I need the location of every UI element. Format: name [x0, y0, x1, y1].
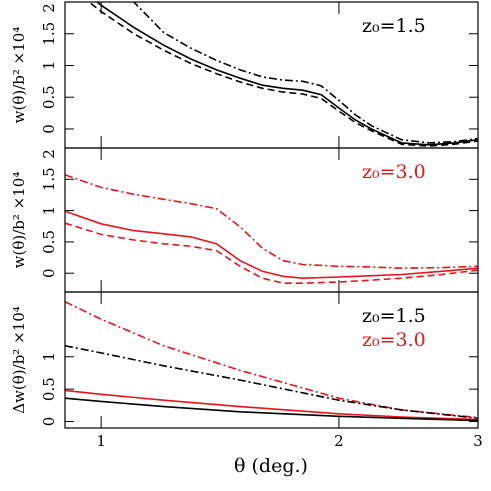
plot-area: [87, 2, 478, 147]
x-tick-label: 1: [96, 432, 106, 450]
plot-area: [65, 174, 478, 284]
y-tick-label: 2: [40, 149, 58, 159]
x-tick-label: 3: [473, 432, 483, 450]
series-line: [132, 2, 478, 144]
y-tick-label: 0.5: [40, 377, 58, 401]
annotation: z₀=3.0: [362, 161, 426, 183]
series-line: [65, 345, 478, 420]
y-tick-label: 1: [40, 206, 58, 216]
y-tick-label: 0.5: [40, 85, 58, 109]
series-line: [65, 389, 478, 421]
y-tick-label: 1: [40, 61, 58, 71]
y-tick-label: 2: [40, 3, 58, 13]
plot-area: [65, 300, 478, 422]
x-tick-label: 2: [334, 432, 344, 450]
annotation: z₀=1.5: [362, 15, 426, 37]
series-line: [95, 2, 478, 146]
y-tick-label: 0.5: [40, 230, 58, 254]
series-line: [65, 174, 478, 270]
series-line: [65, 210, 478, 280]
panel-frame: [64, 291, 479, 429]
y-tick-label: 1: [40, 352, 58, 362]
x-axis-label: θ (deg.): [234, 455, 308, 477]
series-line: [65, 397, 478, 422]
y-tick-label: 0: [40, 268, 58, 278]
y-axis-label: Δw(θ)/b² ×10⁴: [10, 306, 28, 414]
series-line: [87, 2, 478, 147]
annotation: z₀=1.5: [362, 305, 426, 327]
y-tick-label: 1.5: [40, 167, 58, 191]
y-tick-label: 0: [40, 124, 58, 134]
series-line: [65, 222, 478, 284]
y-tick-label: 1.5: [40, 22, 58, 46]
y-axis-label: w(θ)/b² ×10⁴: [10, 172, 28, 269]
y-axis-label: w(θ)/b² ×10⁴: [10, 27, 28, 124]
annotation: z₀=3.0: [362, 329, 426, 351]
y-tick-label: 0: [40, 417, 58, 427]
